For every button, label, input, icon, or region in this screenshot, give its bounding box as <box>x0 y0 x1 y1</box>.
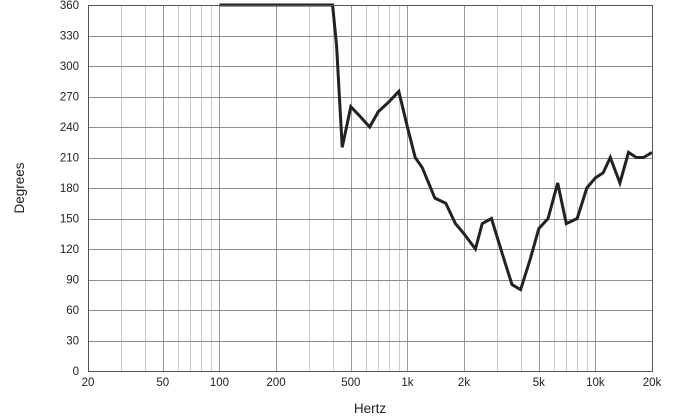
x-tick-label: 200 <box>266 377 285 389</box>
x-tick-label: 20k <box>643 377 662 389</box>
y-tick-label: 60 <box>66 305 79 317</box>
x-tick-label: 5k <box>533 377 545 389</box>
y-tick-label: 330 <box>60 31 79 43</box>
major-gridlines <box>88 5 652 371</box>
series-layer <box>219 3 653 292</box>
y-axis-title: Degrees <box>12 162 27 213</box>
x-tick-label: 50 <box>156 377 169 389</box>
x-tick-label: 10k <box>586 377 605 389</box>
x-tick-labels: 20 50 100 200 500 1k 2k 5k 10k 20k <box>82 377 662 389</box>
x-axis-title: Hertz <box>354 401 387 416</box>
y-tick-label: 360 <box>60 0 79 12</box>
y-tick-label: 0 <box>73 366 79 378</box>
y-tick-label: 90 <box>66 275 79 287</box>
y-tick-label: 180 <box>60 183 79 195</box>
y-tick-labels: 0 30 60 90 120 150 180 210 240 270 300 330 360 <box>60 0 79 378</box>
series-line-1 <box>219 3 653 292</box>
x-tick-label: 100 <box>210 377 229 389</box>
y-tick-label: 240 <box>60 122 79 134</box>
x-tick-label: 2k <box>458 377 470 389</box>
x-tick-label: 500 <box>341 377 360 389</box>
y-tick-label: 120 <box>60 244 79 256</box>
y-tick-label: 300 <box>60 61 79 73</box>
y-tick-label: 270 <box>60 92 79 104</box>
y-tick-label: 150 <box>60 214 79 226</box>
x-tick-label: 1k <box>401 377 413 389</box>
y-tick-label: 210 <box>60 153 79 165</box>
x-tick-label: 20 <box>82 377 95 389</box>
y-tick-label: 30 <box>66 336 79 348</box>
plot-frame <box>88 5 653 372</box>
minor-gridlines <box>121 5 588 371</box>
